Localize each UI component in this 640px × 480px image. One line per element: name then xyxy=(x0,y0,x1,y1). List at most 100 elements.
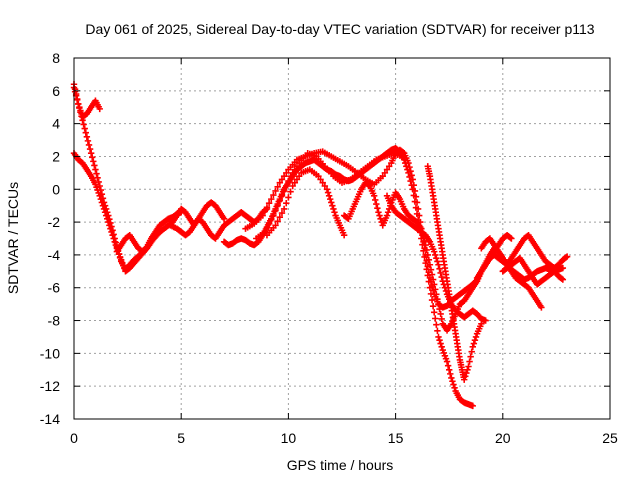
data-point xyxy=(407,168,414,175)
y-tick-label: -6 xyxy=(48,280,61,296)
data-point xyxy=(102,212,110,219)
data-point xyxy=(276,213,284,221)
data-point xyxy=(329,202,336,209)
data-point xyxy=(427,266,435,273)
data-point xyxy=(437,310,444,318)
y-tick-label: 8 xyxy=(52,50,60,66)
data-point xyxy=(272,187,279,195)
series-sat-k xyxy=(383,192,489,324)
data-point xyxy=(108,228,115,236)
series-sat-j xyxy=(340,179,515,334)
data-point xyxy=(558,275,565,282)
series-sat-l xyxy=(424,163,485,383)
data-point xyxy=(83,133,91,140)
data-point xyxy=(434,296,441,303)
series-sat-o xyxy=(499,254,567,288)
data-point xyxy=(265,220,273,227)
data-point xyxy=(478,320,485,328)
x-tick-label: 25 xyxy=(602,430,618,446)
data-point xyxy=(508,235,515,242)
data-point xyxy=(274,202,281,209)
data-point xyxy=(105,218,112,226)
data-point xyxy=(436,305,443,313)
x-tick-label: 5 xyxy=(177,430,185,446)
data-point xyxy=(374,204,381,212)
data-point xyxy=(285,177,292,185)
data-point xyxy=(461,376,468,383)
data-point xyxy=(422,241,429,249)
data-point xyxy=(435,333,442,341)
data-point xyxy=(383,212,391,219)
data-point xyxy=(383,166,391,173)
data-point xyxy=(268,216,275,223)
data-point xyxy=(259,212,266,219)
data-point xyxy=(470,340,478,347)
data-point xyxy=(265,200,273,207)
data-point xyxy=(507,234,514,241)
data-point xyxy=(268,195,275,203)
data-layer xyxy=(70,81,571,410)
data-point xyxy=(278,176,286,183)
data-point xyxy=(328,199,335,206)
data-point xyxy=(287,188,294,195)
data-point xyxy=(385,163,393,170)
data-point xyxy=(432,286,439,293)
data-point xyxy=(295,172,303,180)
data-point xyxy=(468,348,475,355)
data-point xyxy=(75,100,82,108)
data-point xyxy=(381,169,389,177)
data-point xyxy=(403,163,410,170)
data-point xyxy=(111,238,118,245)
y-tick-label: -12 xyxy=(40,378,60,394)
data-point xyxy=(287,172,294,180)
data-point xyxy=(435,261,442,268)
data-point xyxy=(86,145,94,153)
data-point xyxy=(414,205,422,213)
data-point xyxy=(263,224,271,232)
data-point xyxy=(429,276,437,283)
data-point xyxy=(289,182,296,190)
data-point xyxy=(96,105,103,113)
data-point xyxy=(96,182,103,190)
data-point xyxy=(432,315,439,322)
data-point xyxy=(429,302,437,310)
data-point xyxy=(280,172,288,180)
data-point xyxy=(97,195,104,203)
data-point xyxy=(399,149,407,156)
data-point xyxy=(436,337,443,344)
data-point xyxy=(283,182,290,190)
data-point xyxy=(398,153,406,160)
data-point xyxy=(411,187,419,195)
data-point xyxy=(472,333,480,341)
series-sat-i xyxy=(253,149,406,242)
data-point xyxy=(438,343,445,350)
data-point xyxy=(274,183,281,191)
data-point xyxy=(289,169,296,177)
plot-frame xyxy=(73,57,611,420)
series-sat-d xyxy=(113,199,228,255)
series-sat-e xyxy=(167,205,271,242)
x-axis-label: GPS time / hours xyxy=(287,457,394,473)
data-point xyxy=(293,163,301,170)
series-sat-m xyxy=(473,232,571,282)
data-point xyxy=(91,162,98,169)
data-point xyxy=(449,378,456,385)
data-point xyxy=(330,205,337,213)
data-point xyxy=(109,232,116,239)
data-point xyxy=(426,261,434,268)
data-point xyxy=(408,172,415,179)
data-point xyxy=(276,197,284,204)
data-point xyxy=(276,179,284,186)
data-point xyxy=(89,154,96,161)
data-point xyxy=(432,251,439,259)
data-point xyxy=(84,137,92,145)
data-point xyxy=(434,327,441,335)
data-point xyxy=(81,125,88,132)
data-point xyxy=(430,248,438,255)
data-point xyxy=(464,366,471,373)
data-point xyxy=(110,235,117,242)
data-point xyxy=(220,215,228,223)
y-tick-label: -4 xyxy=(48,247,61,263)
data-point xyxy=(100,205,108,213)
